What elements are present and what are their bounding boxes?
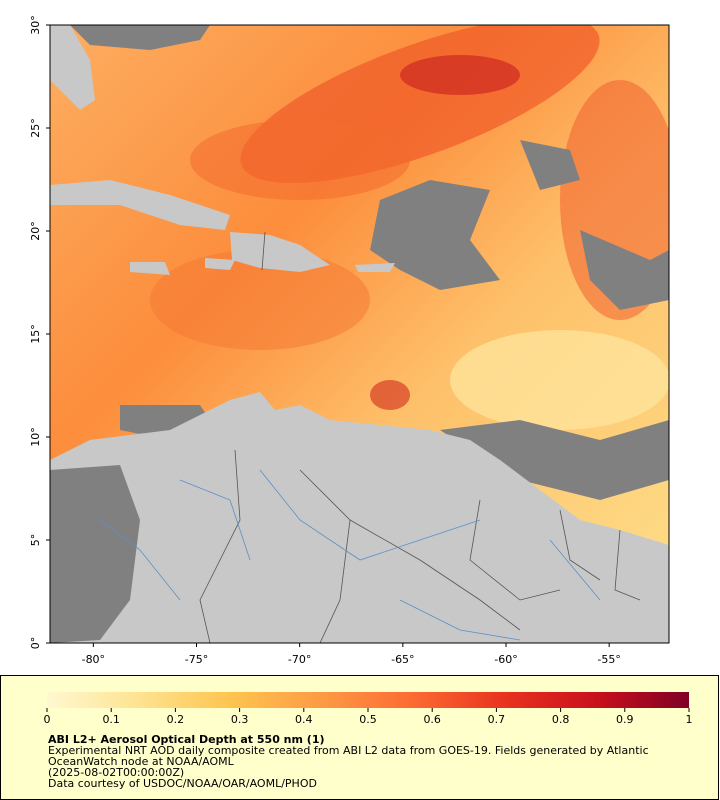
colorbar-tick-label: 0.7 [488, 713, 506, 726]
note-line: OceanWatch node at NOAA/AOML [48, 755, 235, 768]
colorbar-tick-label: 0.5 [359, 713, 377, 726]
y-tick-label: 10° [29, 427, 42, 447]
colorbar-tick-label: 0.8 [552, 713, 570, 726]
colorbar-tick-label: 0.3 [231, 713, 249, 726]
colorbar-tick-label: 0.4 [295, 713, 313, 726]
note-line: (2025-08-02T00:00:00Z) [48, 766, 184, 779]
colorbar [47, 692, 689, 708]
x-tick-label: -60° [494, 653, 517, 666]
x-tick-label: -65° [391, 653, 414, 666]
y-tick-label: 20° [29, 221, 42, 241]
axes: -80° -75° -70° -65° -60° -55° 0° 5° 10° 15° 20° 25°… [29, 15, 621, 666]
x-tick-label: -55° [597, 653, 620, 666]
colorbar-tick-label: 0.1 [102, 713, 120, 726]
colorbar-tick-label: 0.9 [616, 713, 634, 726]
note-line: Data courtesy of USDOC/NOAA/OAR/AOML/PHO… [48, 777, 317, 790]
x-tick-label: -80° [82, 653, 105, 666]
colorbar-tick-label: 0 [44, 713, 51, 726]
colorbar-tick-label: 1 [686, 713, 693, 726]
y-tick-label: 25° [29, 118, 42, 138]
colorbar-tick-label: 0.2 [167, 713, 185, 726]
y-tick-label: 0° [29, 637, 42, 650]
note-line: Experimental NRT AOD daily composite cre… [48, 744, 649, 757]
y-tick-label: 15° [29, 324, 42, 344]
colorbar-tick-label: 0.6 [423, 713, 441, 726]
colorbar-title: ABI L2+ Aerosol Optical Depth at 550 nm … [48, 733, 325, 746]
x-tick-label: -70° [288, 653, 311, 666]
x-tick-label: -75° [185, 653, 208, 666]
notes: Experimental NRT AOD daily composite cre… [48, 744, 649, 790]
y-tick-label: 5° [29, 534, 42, 547]
y-tick-label: 30° [29, 15, 42, 35]
map-image [50, 25, 669, 643]
